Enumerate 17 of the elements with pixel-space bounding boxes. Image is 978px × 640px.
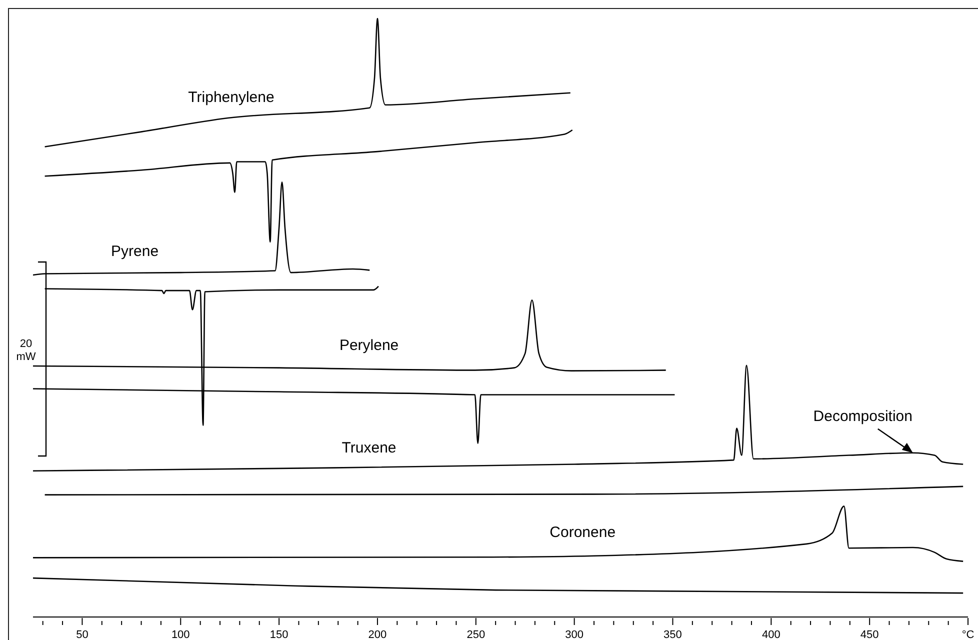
series-label: Pyrene — [111, 242, 159, 260]
x-tick-label: 200 — [368, 629, 387, 640]
annotation: 20 mW — [15, 338, 37, 364]
x-tick-label: 450 — [860, 629, 879, 640]
x-tick-label: 150 — [270, 629, 288, 640]
series-label: Triphenylene — [188, 88, 274, 106]
x-tick-label: 50 — [76, 629, 88, 640]
x-tick-label: 250 — [466, 629, 486, 640]
annotation: Decomposition — [813, 408, 912, 425]
series-label: Perylene — [339, 336, 399, 354]
x-tick-label: °C — [962, 629, 974, 640]
x-tick-label: 400 — [762, 629, 780, 640]
x-tick-label: 100 — [171, 629, 190, 640]
series-label: Truxene — [342, 439, 396, 456]
series-label: Coronene — [550, 524, 616, 542]
x-tick-label: 300 — [565, 629, 584, 640]
x-tick-label: 350 — [664, 629, 682, 640]
